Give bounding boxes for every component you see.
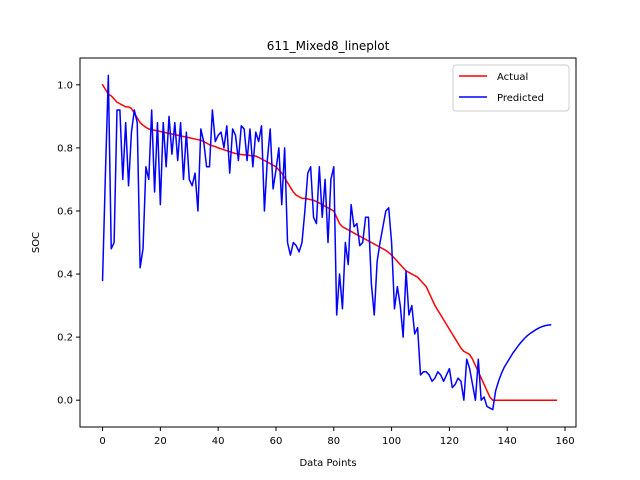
y-tick-label: 0.0 — [57, 396, 73, 407]
x-tick-label: 160 — [555, 436, 574, 447]
y-tick-label: 0.6 — [57, 206, 73, 217]
x-tick-label: 0 — [99, 436, 105, 447]
y-axis-label: SOC — [31, 232, 42, 253]
x-tick-label: 40 — [212, 436, 225, 447]
y-tick-label: 0.2 — [57, 333, 73, 344]
x-tick-label: 120 — [440, 436, 459, 447]
x-tick-label: 140 — [498, 436, 517, 447]
series-layer — [101, 74, 558, 411]
x-axis-label: Data Points — [299, 458, 356, 469]
x-tick-label: 60 — [270, 436, 283, 447]
x-tick-label: 20 — [154, 436, 167, 447]
y-tick-label: 1.0 — [57, 80, 73, 91]
legend-label-actual: Actual — [497, 72, 528, 83]
legend-label-predicted: Predicted — [497, 93, 544, 104]
legend: Actual Predicted — [452, 64, 570, 112]
chart-title: 611_Mixed8_lineplot — [267, 39, 390, 53]
x-axis: 0 20 40 60 80 100 120 140 160 — [99, 427, 575, 447]
y-tick-label: 0.8 — [57, 143, 73, 154]
y-axis: 0.0 0.2 0.4 0.6 0.8 1.0 — [57, 80, 80, 407]
y-tick-label: 0.4 — [57, 270, 73, 281]
plot-frame — [79, 57, 577, 428]
series-line-predicted — [101, 74, 552, 411]
x-tick-label: 80 — [327, 436, 340, 447]
x-tick-label: 100 — [382, 436, 401, 447]
